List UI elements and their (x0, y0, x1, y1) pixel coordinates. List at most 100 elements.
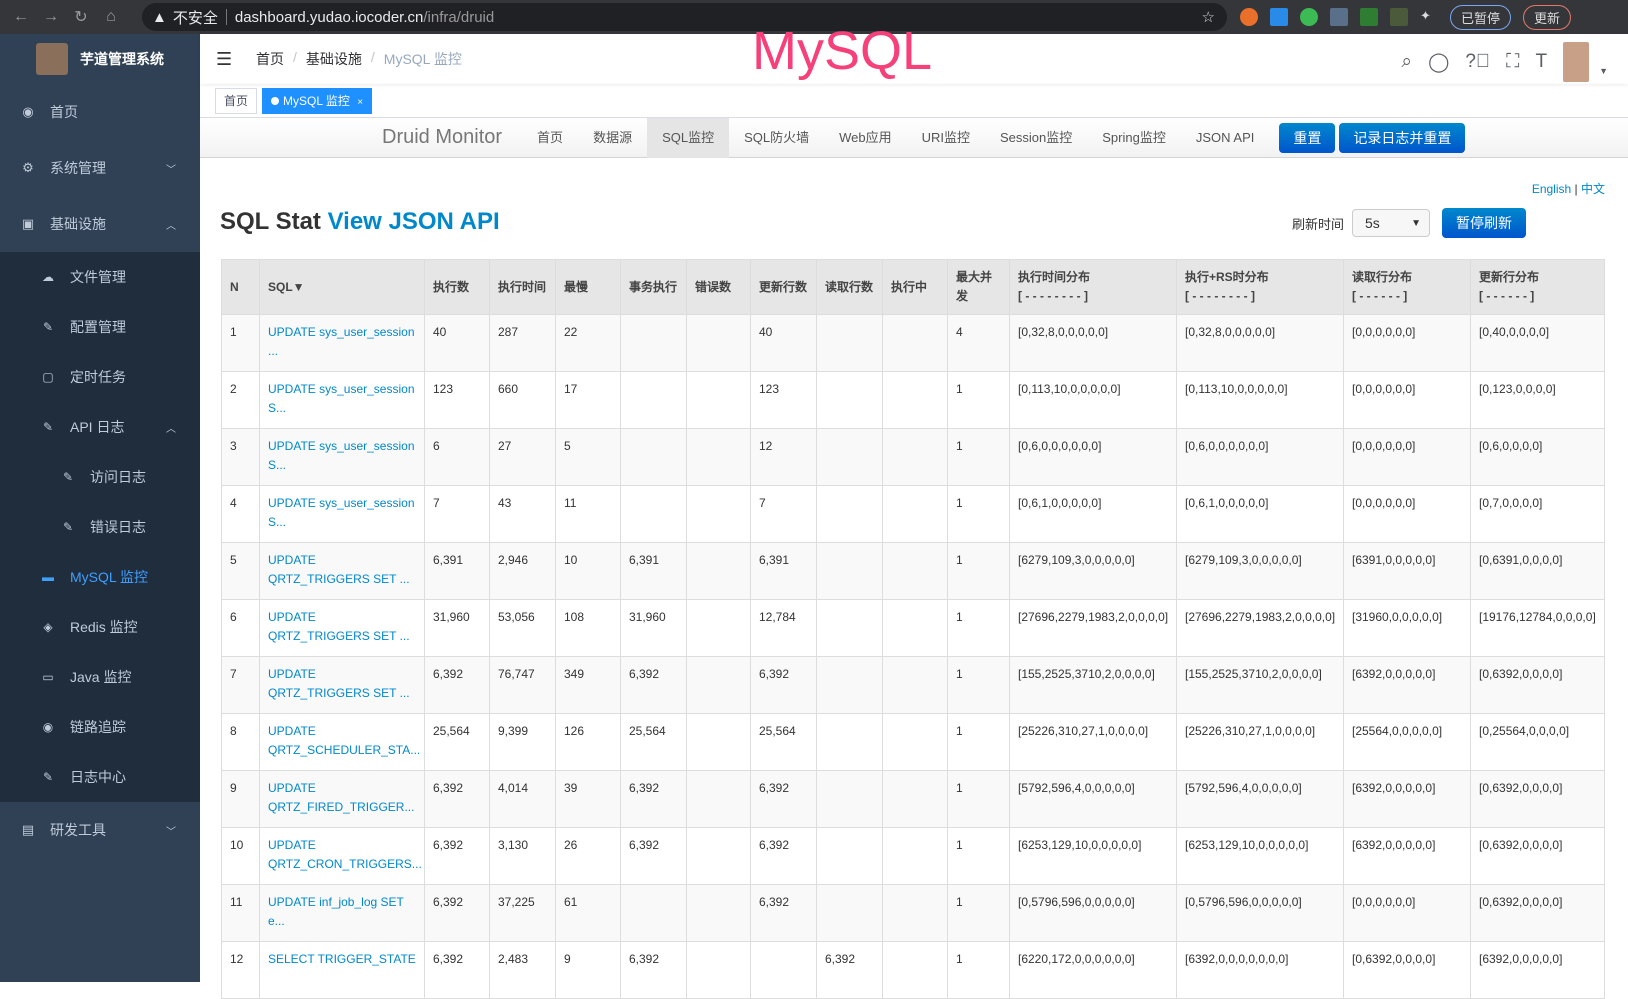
update-button[interactable]: 更新 (1523, 4, 1572, 30)
home-icon[interactable]: ⌂ (106, 8, 116, 25)
column-header[interactable]: 执行中 (882, 259, 948, 315)
breadcrumb-item[interactable]: 基础设施 (305, 51, 362, 67)
druid-nav-spring[interactable]: Spring监控 (1102, 129, 1166, 145)
table-cell (816, 485, 883, 543)
column-header[interactable]: 事务执行 (620, 259, 687, 315)
table-cell: [25564,0,0,0,0,0] (1343, 713, 1471, 771)
extension-icon[interactable] (1270, 8, 1288, 26)
sidebar-item-devtools[interactable]: ▤ 研发工具 ﹀ (0, 802, 200, 858)
sidebar-item-label: 首页 (50, 104, 78, 120)
lang-english[interactable]: English (1531, 182, 1572, 196)
table-cell: 6 (221, 599, 260, 657)
sql-link[interactable]: UPDATE QRTZ_SCHEDULER_STA... (268, 724, 421, 757)
sidebar-item-infra[interactable]: ▣ 基础设施 ︿ (0, 196, 200, 252)
puzzle-icon[interactable]: ✦ (1420, 8, 1431, 23)
sql-link[interactable]: UPDATE sys_user_session ... (268, 325, 415, 358)
reset-button[interactable]: 重置 (1279, 122, 1336, 153)
sql-link[interactable]: SELECT TRIGGER_STATE (268, 952, 416, 966)
sidebar-item-file[interactable]: ☁ 文件管理 (0, 252, 200, 302)
column-header[interactable]: 错误数 (686, 259, 751, 315)
address-bar[interactable]: ▲ 不安全 dashboard.yudao.iocoder.cn/infra/d… (142, 3, 1227, 31)
sql-link[interactable]: UPDATE QRTZ_FIRED_TRIGGER... (268, 781, 415, 814)
sql-link[interactable]: UPDATE QRTZ_CRON_TRIGGERS... (268, 838, 422, 871)
breadcrumb-item[interactable]: 首页 (256, 51, 284, 67)
table-cell: [0,0,0,0,0,0] (1343, 428, 1471, 486)
table-cell (620, 485, 687, 543)
font-size-icon[interactable]: T (1535, 51, 1548, 72)
table-cell: 5 (555, 428, 621, 486)
github-icon[interactable]: ◯ (1428, 51, 1450, 73)
view-json-api-link[interactable]: View JSON API (327, 208, 500, 235)
column-header[interactable]: 执行数 (424, 259, 490, 315)
sidebar-item-error-log[interactable]: ✎ 错误日志 (0, 502, 200, 552)
forward-icon[interactable]: → (43, 8, 59, 25)
column-header[interactable]: 更新行数 (750, 259, 817, 315)
sql-link[interactable]: UPDATE sys_user_session S... (268, 439, 415, 472)
back-icon[interactable]: ← (13, 8, 29, 25)
sidebar-item-job[interactable]: ▢ 定时任务 (0, 352, 200, 402)
druid-nav-home[interactable]: 首页 (537, 129, 564, 145)
pause-refresh-button[interactable]: 暂停刷新 (1442, 208, 1526, 238)
druid-nav-session[interactable]: Session监控 (1000, 129, 1073, 145)
sidebar-item-config[interactable]: ✎ 配置管理 (0, 302, 200, 352)
reload-icon[interactable]: ↻ (74, 9, 88, 26)
extension-icon[interactable] (1390, 8, 1408, 26)
column-header[interactable]: SQL▼ (259, 259, 425, 315)
sidebar-item-home[interactable]: ◉ 首页 (0, 84, 200, 140)
column-header[interactable]: 执行+RS时分布 [ - - - - - - - - ] (1176, 259, 1344, 315)
druid-nav-datasource[interactable]: 数据源 (593, 129, 633, 145)
column-header[interactable]: 读取行分布 [ - - - - - - ] (1343, 259, 1471, 315)
column-header[interactable]: 更新行分布 [ - - - - - - ] (1470, 259, 1605, 315)
sql-link[interactable]: UPDATE sys_user_session S... (268, 382, 415, 415)
sidebar-item-system[interactable]: ⚙ 系统管理 ﹀ (0, 140, 200, 196)
druid-nav-sql[interactable]: SQL监控 (647, 117, 730, 158)
column-header[interactable]: 执行时间分布 [ - - - - - - - - ] (1009, 259, 1177, 315)
sidebar-item-mysql[interactable]: ▬ MySQL 监控 (0, 552, 200, 602)
search-icon[interactable]: ⌕ (1401, 51, 1413, 72)
help-icon[interactable]: ?⃝ (1465, 51, 1491, 72)
refresh-interval-select[interactable]: 5s ▼ (1352, 209, 1430, 237)
sql-link[interactable]: UPDATE inf_job_log SET e... (268, 895, 404, 928)
table-cell: [6392,0,0,0,0,0,0,0] (1176, 941, 1344, 999)
druid-brand[interactable]: Druid Monitor (382, 126, 503, 148)
close-icon[interactable]: × (357, 96, 364, 108)
sql-link[interactable]: UPDATE QRTZ_TRIGGERS SET ... (268, 667, 410, 700)
extension-icon[interactable] (1360, 8, 1378, 26)
profile-paused-button[interactable]: 已暂停 (1450, 4, 1512, 30)
sql-link[interactable]: UPDATE QRTZ_TRIGGERS SET ... (268, 610, 410, 643)
column-header[interactable]: 读取行数 (816, 259, 883, 315)
hamburger-icon[interactable]: ☰ (216, 48, 233, 69)
lang-chinese[interactable]: 中文 (1580, 182, 1605, 196)
column-header[interactable]: 执行时间 (489, 259, 556, 315)
fullscreen-icon[interactable]: ⛶ (1506, 51, 1520, 72)
sidebar-item-redis[interactable]: ◈ Redis 监控 (0, 602, 200, 652)
sql-link[interactable]: UPDATE sys_user_session S... (268, 496, 415, 529)
sql-link[interactable]: UPDATE QRTZ_TRIGGERS SET ... (268, 553, 410, 586)
sidebar-logo[interactable]: 芋道管理系统 (0, 34, 200, 84)
select-value: 5s (1365, 215, 1380, 231)
sidebar-item-access-log[interactable]: ✎ 访问日志 (0, 452, 200, 502)
table-cell: 126 (555, 713, 621, 771)
table-cell: 6,392 (750, 884, 817, 942)
extension-icon[interactable] (1300, 8, 1318, 26)
tag-mysql[interactable]: MySQL 监控 × (262, 87, 373, 114)
column-header[interactable]: 最大并发 (947, 259, 1010, 315)
extension-icon[interactable] (1330, 8, 1348, 26)
bookmark-star-icon[interactable]: ☆ (1201, 9, 1215, 26)
log-and-reset-button[interactable]: 记录日志并重置 (1339, 122, 1466, 153)
avatar[interactable] (1563, 42, 1590, 82)
druid-nav-web[interactable]: Web应用 (839, 129, 892, 145)
tag-home[interactable]: 首页 (215, 87, 258, 114)
sidebar-item-java[interactable]: ▭ Java 监控 (0, 652, 200, 702)
druid-nav-uri[interactable]: URI监控 (921, 129, 970, 145)
sidebar-item-trace[interactable]: ◉ 链路追踪 (0, 702, 200, 752)
table-cell: 6,392 (816, 941, 883, 999)
sidebar-item-log-center[interactable]: ✎ 日志中心 (0, 752, 200, 802)
extension-icon[interactable] (1240, 8, 1258, 26)
sidebar-item-api-log[interactable]: ✎ API 日志 ︿ (0, 402, 200, 452)
column-header[interactable]: N (221, 259, 260, 315)
druid-nav-wall[interactable]: SQL防火墙 (744, 129, 810, 145)
caret-down-icon[interactable]: ▼ (1599, 66, 1608, 76)
druid-nav-json[interactable]: JSON API (1195, 129, 1255, 145)
column-header[interactable]: 最慢 (555, 259, 621, 315)
